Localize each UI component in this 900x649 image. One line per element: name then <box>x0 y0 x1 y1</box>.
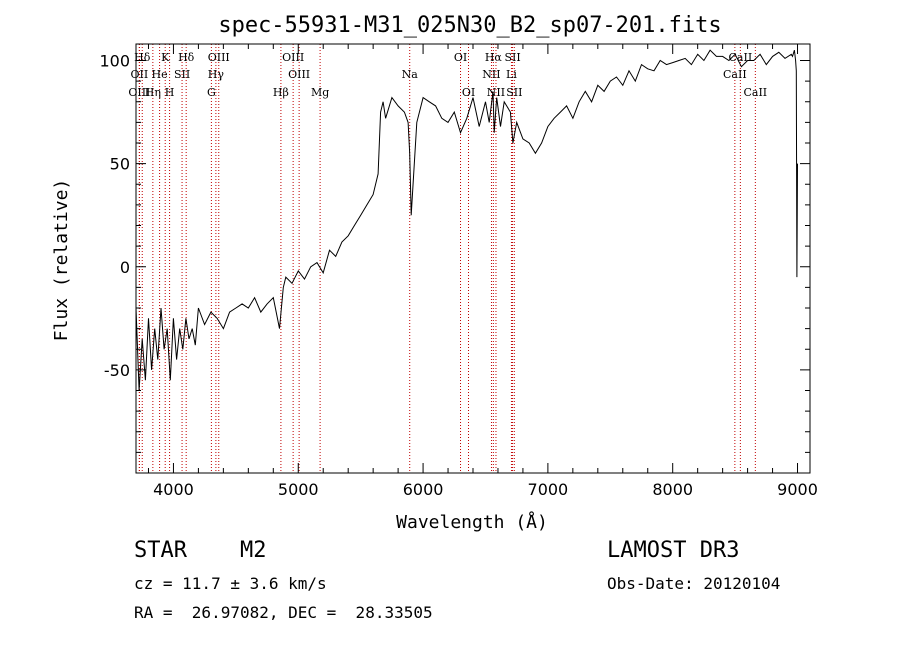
axes: 4000 5000 6000 7000 8000 9000 -50 0 50 100 <box>99 43 818 499</box>
survey-name: LAMOST DR3 <box>607 538 740 563</box>
x-axis-label: Wavelength (Å) <box>396 511 548 533</box>
object-class: STAR M2 <box>134 538 267 563</box>
line-label: OI <box>454 51 467 64</box>
x-tick-label: 4000 <box>153 480 194 499</box>
x-tick-label: 9000 <box>777 480 818 499</box>
spectral-line-markers <box>138 44 756 473</box>
spectrum-series <box>135 49 798 391</box>
line-label: K <box>161 51 170 64</box>
chart-title: spec-55931-M31_025N30_B2_sp07-201.fits <box>218 13 721 38</box>
line-label: CaII <box>743 86 767 99</box>
line-label: G <box>207 86 216 99</box>
line-label: SII <box>506 86 522 99</box>
y-axis-label: Flux (relative) <box>51 179 72 342</box>
line-label: OIII <box>128 86 150 99</box>
x-tick-label: 7000 <box>528 480 569 499</box>
line-label: He <box>152 68 168 81</box>
line-label: OI <box>462 86 475 99</box>
line-label: Mg <box>311 86 329 99</box>
line-label: NII <box>482 68 500 81</box>
plot-frame <box>135 43 811 474</box>
sky-coordinates: RA = 26.97082, DEC = 28.33505 <box>134 603 433 622</box>
x-tick-label: 8000 <box>652 480 693 499</box>
line-label: Hδ <box>134 51 151 64</box>
spectrum-line <box>135 49 798 391</box>
line-label: OIII <box>288 68 310 81</box>
line-label: Hη <box>145 86 161 99</box>
line-label: CaII <box>723 68 747 81</box>
line-label: Li <box>506 68 517 81</box>
line-label: SII <box>504 51 520 64</box>
x-tick-label: 5000 <box>278 480 319 499</box>
observation-date: Obs-Date: 20120104 <box>607 574 781 593</box>
y-tick-label: 100 <box>99 52 130 71</box>
y-tick-label: 0 <box>120 258 130 277</box>
y-tick-label: -50 <box>104 361 130 380</box>
line-label: Hβ <box>273 86 289 99</box>
line-label: CaII <box>729 51 753 64</box>
line-label: Hα <box>485 51 503 64</box>
x-tick-label: 6000 <box>403 480 444 499</box>
line-label: Hγ <box>208 68 225 81</box>
line-label: Na <box>402 68 419 81</box>
line-label: OIII <box>208 51 230 64</box>
redshift-cz: cz = 11.7 ± 3.6 km/s <box>134 574 327 593</box>
line-label: NII <box>487 86 505 99</box>
line-label: H <box>165 86 175 99</box>
line-label: OIII <box>282 51 304 64</box>
line-label: SII <box>174 68 190 81</box>
y-tick-label: 50 <box>110 155 130 174</box>
line-label: Hδ <box>178 51 195 64</box>
line-label: OII <box>131 68 149 81</box>
